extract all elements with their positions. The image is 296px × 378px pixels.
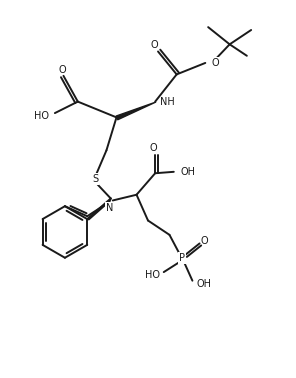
Text: OH: OH (181, 167, 196, 177)
Text: HO: HO (33, 111, 49, 121)
Text: HO: HO (145, 270, 160, 280)
Text: OH: OH (197, 279, 212, 288)
Text: O: O (149, 143, 157, 153)
Text: S: S (92, 174, 98, 184)
Text: P: P (179, 253, 185, 263)
Text: N: N (106, 203, 113, 213)
Text: O: O (211, 58, 219, 68)
Text: O: O (151, 40, 158, 50)
Text: NH: NH (160, 97, 175, 107)
Text: O: O (58, 65, 66, 74)
Text: O: O (200, 235, 208, 246)
